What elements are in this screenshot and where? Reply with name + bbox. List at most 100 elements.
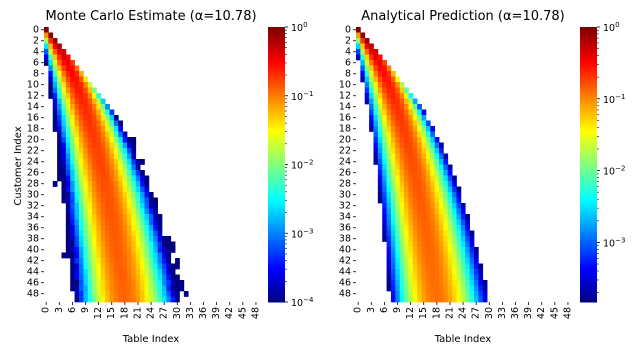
heatmap-cell <box>127 219 132 226</box>
heatmap-cell <box>100 137 106 143</box>
heatmap-cell <box>131 230 137 237</box>
colorbar-segment <box>580 36 597 39</box>
y-tick-label: 8 <box>345 68 351 79</box>
heatmap-cell <box>399 263 405 270</box>
heatmap-cell <box>131 148 137 154</box>
x-tick-label: 6 <box>379 307 390 313</box>
colorbar-segment <box>580 299 597 303</box>
heatmap-cell <box>421 186 427 193</box>
heatmap-cell <box>92 252 97 259</box>
heatmap-cell <box>109 203 115 209</box>
heatmap-cell <box>478 280 484 286</box>
heatmap-cell <box>404 148 409 154</box>
colorbar-segment <box>580 88 597 92</box>
heatmap-cell <box>157 296 163 303</box>
heatmap-cell <box>118 285 124 292</box>
heatmap-cell <box>57 175 62 182</box>
heatmap-cell <box>382 203 387 209</box>
heatmap-cell <box>447 170 453 176</box>
heatmap-cell <box>399 291 405 297</box>
colorbar-segment <box>580 210 597 214</box>
heatmap-cell <box>52 115 58 121</box>
heatmap-cell <box>153 285 158 292</box>
heatmap-cell <box>109 153 115 160</box>
heatmap-cell <box>421 175 427 182</box>
colorbar-segment <box>268 43 285 46</box>
heatmap-cell <box>57 153 62 160</box>
heatmap-cell <box>390 252 396 259</box>
heatmap-cell <box>404 104 409 110</box>
heatmap-cell <box>144 252 150 259</box>
heatmap-cell <box>153 291 158 297</box>
heatmap-cell <box>105 252 110 259</box>
heatmap-cell <box>118 203 124 209</box>
heatmap-cell <box>469 236 475 242</box>
heatmap-cell <box>460 269 466 275</box>
heatmap-cell <box>92 181 97 187</box>
y-tick-label: 2 <box>345 35 351 46</box>
heatmap-cell <box>135 291 141 297</box>
heatmap-cell <box>148 285 154 292</box>
heatmap-cell <box>118 192 124 198</box>
heatmap-cell <box>83 291 89 297</box>
colorbar-segment <box>580 49 597 53</box>
heatmap-cell <box>74 252 80 259</box>
colorbar-segment <box>268 116 285 120</box>
heatmap-cell <box>456 203 462 209</box>
heatmap-cell <box>399 186 405 193</box>
heatmap-cell <box>83 131 89 138</box>
heatmap-cell <box>57 131 62 138</box>
heatmap-cell <box>443 225 449 231</box>
heatmap-cell <box>135 269 141 275</box>
heatmap-cell <box>465 274 470 281</box>
heatmap-cell <box>399 203 405 209</box>
heatmap-cell <box>408 230 414 237</box>
x-tick-label: 18 <box>119 307 130 319</box>
heatmap-cell <box>386 148 392 154</box>
heatmap-cell <box>430 225 436 231</box>
heatmap-cell <box>404 87 409 94</box>
heatmap-cell <box>377 159 383 165</box>
heatmap-cell <box>382 153 387 160</box>
heatmap-cell <box>157 285 163 292</box>
heatmap-cell <box>65 76 71 83</box>
heatmap-cell <box>57 87 62 94</box>
heatmap-cell <box>430 153 436 160</box>
heatmap-cell <box>452 291 457 297</box>
heatmap-cell <box>96 285 102 292</box>
heatmap-cell <box>386 269 392 275</box>
heatmap-cell <box>87 230 93 237</box>
heatmap-cell <box>452 192 457 198</box>
heatmap-cell <box>61 54 67 61</box>
heatmap-cell <box>447 258 453 264</box>
heatmap-cell <box>83 203 89 209</box>
heatmap-cell <box>48 65 54 72</box>
heatmap-cell <box>382 82 387 88</box>
heatmap-cell <box>96 181 102 187</box>
heatmap-cell <box>170 274 176 281</box>
heatmap-cell <box>96 214 102 220</box>
heatmap-cell <box>52 93 58 99</box>
heatmap-cell <box>87 153 93 160</box>
heatmap-cell <box>430 252 436 259</box>
heatmap-cell <box>439 164 444 171</box>
heatmap-cell <box>52 181 58 187</box>
heatmap-cell <box>386 225 392 231</box>
colorbar-segment <box>268 260 285 264</box>
heatmap-cell <box>140 197 145 204</box>
colorbar-segment <box>580 214 597 218</box>
colorbar-tick-label: 10−3 <box>291 227 313 240</box>
heatmap-cell <box>421 247 427 253</box>
heatmap-cell <box>140 285 145 292</box>
heatmap-cell <box>61 87 67 94</box>
heatmap-cell <box>74 192 80 198</box>
heatmap-cell <box>135 280 141 286</box>
heatmap-cell <box>96 247 102 253</box>
heatmap-cell <box>382 104 387 110</box>
heatmap-cell <box>105 296 110 303</box>
heatmap-cell <box>83 153 89 160</box>
heatmap-cell <box>439 142 444 149</box>
heatmap-cell <box>421 126 427 132</box>
heatmap-cell <box>382 87 387 94</box>
